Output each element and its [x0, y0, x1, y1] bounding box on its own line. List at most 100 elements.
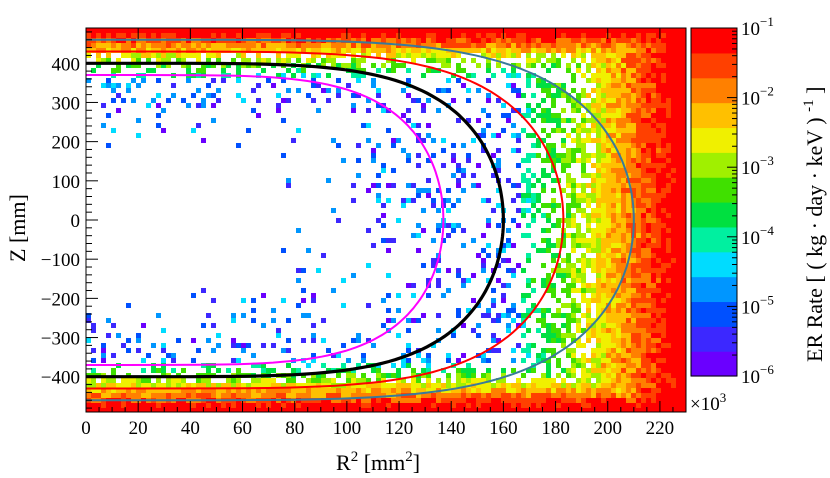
heatmap-cell	[546, 83, 551, 88]
heatmap-cell	[246, 383, 251, 388]
heatmap-cell	[486, 198, 491, 203]
heatmap-cell	[576, 273, 581, 278]
heatmap-cell	[651, 283, 656, 288]
heatmap-cell	[606, 53, 611, 58]
heatmap-cell	[616, 38, 621, 43]
heatmap-cell	[351, 103, 356, 108]
heatmap-cell	[421, 138, 426, 143]
heatmap-cell	[281, 153, 286, 158]
heatmap-cell	[401, 378, 406, 383]
heatmap-cell	[311, 358, 316, 363]
heatmap-cell	[316, 393, 321, 398]
heatmap-cell	[206, 63, 211, 68]
heatmap-cell	[591, 363, 596, 368]
heatmap-cell	[641, 108, 646, 113]
heatmap-cell	[546, 213, 551, 218]
heatmap-cell	[226, 48, 231, 53]
heatmap-cell	[311, 78, 316, 83]
heatmap-cell	[351, 183, 356, 188]
heatmap-cell	[666, 83, 671, 88]
heatmap-cell	[666, 293, 671, 298]
heatmap-cell	[376, 388, 381, 393]
heatmap-cell	[656, 218, 661, 223]
heatmap-cell	[416, 318, 421, 323]
heatmap-cell	[621, 218, 626, 223]
heatmap-cell	[146, 33, 151, 38]
heatmap-cell	[596, 128, 601, 133]
heatmap-cell	[241, 28, 246, 33]
heatmap-cell	[641, 408, 646, 412]
heatmap-cell	[671, 203, 676, 208]
heatmap-cell	[646, 198, 651, 203]
heatmap-cell	[641, 243, 646, 248]
heatmap-cell	[556, 403, 561, 408]
heatmap-cell	[646, 63, 651, 68]
heatmap-cell	[471, 373, 476, 378]
heatmap-cell	[606, 323, 611, 328]
heatmap-cell	[86, 408, 91, 412]
heatmap-cell	[281, 48, 286, 53]
heatmap-cell	[666, 103, 671, 108]
heatmap-cell	[316, 383, 321, 388]
heatmap-cell	[141, 393, 146, 398]
heatmap-cell	[96, 393, 101, 398]
heatmap-cell	[381, 298, 386, 303]
heatmap-cell	[611, 33, 616, 38]
heatmap-cell	[566, 178, 571, 183]
heatmap-cell	[406, 363, 411, 368]
heatmap-cell	[611, 273, 616, 278]
heatmap-cell	[356, 143, 361, 148]
heatmap-cell	[461, 403, 466, 408]
heatmap-cell	[636, 338, 641, 343]
heatmap-cell	[586, 368, 591, 373]
heatmap-cell	[401, 398, 406, 403]
heatmap-cell	[601, 133, 606, 138]
heatmap-cell	[526, 168, 531, 173]
heatmap-cell	[341, 303, 346, 308]
heatmap-cell	[641, 363, 646, 368]
heatmap-cell	[526, 198, 531, 203]
heatmap-cell	[676, 58, 681, 63]
heatmap-cell	[666, 193, 671, 198]
heatmap-cell	[436, 58, 441, 63]
heatmap-cell	[581, 188, 586, 193]
heatmap-cell	[386, 108, 391, 113]
heatmap-cell	[486, 218, 491, 223]
heatmap-cell	[181, 383, 186, 388]
heatmap-cell	[586, 198, 591, 203]
heatmap-cell	[631, 253, 636, 258]
heatmap-cell	[536, 38, 541, 43]
heatmap-cell	[616, 278, 621, 283]
heatmap-cell	[511, 33, 516, 38]
heatmap-cell	[461, 143, 466, 148]
heatmap-cell	[616, 198, 621, 203]
heatmap-cell	[491, 288, 496, 293]
heatmap-cell	[321, 43, 326, 48]
heatmap-cell	[586, 68, 591, 73]
heatmap-cell	[631, 193, 636, 198]
heatmap-cell	[681, 328, 686, 333]
heatmap-cell	[626, 293, 631, 298]
heatmap-cell	[336, 93, 341, 98]
heatmap-cell	[681, 363, 686, 368]
heatmap-cell	[121, 33, 126, 38]
heatmap-cell	[91, 33, 96, 38]
heatmap-cell	[616, 73, 621, 78]
heatmap-cell	[386, 38, 391, 43]
heatmap-cell	[566, 163, 571, 168]
heatmap-cell	[576, 63, 581, 68]
heatmap-cell	[601, 68, 606, 73]
heatmap-cell	[546, 118, 551, 123]
heatmap-cell	[206, 53, 211, 58]
heatmap-cell	[676, 168, 681, 173]
heatmap-cell	[641, 263, 646, 268]
heatmap-cell	[621, 383, 626, 388]
heatmap-cell	[211, 43, 216, 48]
heatmap-cell	[661, 318, 666, 323]
heatmap-cell	[486, 278, 491, 283]
heatmap-cell	[386, 58, 391, 63]
heatmap-cell	[661, 163, 666, 168]
heatmap-cell	[486, 313, 491, 318]
heatmap-cell	[281, 383, 286, 388]
heatmap-cell	[201, 63, 206, 68]
